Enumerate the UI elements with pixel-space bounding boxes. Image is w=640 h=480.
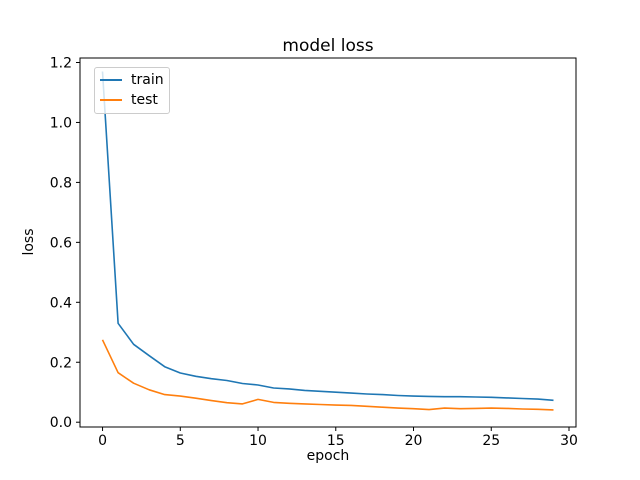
x-tick-label: 20: [405, 433, 423, 449]
y-tick-label: 1.0: [50, 115, 72, 131]
legend-label-train: train: [131, 72, 164, 88]
y-tick-label: 0.4: [50, 295, 72, 311]
x-tick-label: 25: [482, 433, 500, 449]
y-tick-label: 0.6: [50, 235, 72, 251]
legend: train test: [94, 67, 170, 114]
y-axis-label: loss: [21, 228, 37, 256]
x-tick-label: 15: [327, 433, 345, 449]
x-tick-label: 5: [176, 433, 185, 449]
y-tick-label: 0.0: [50, 415, 72, 431]
series-line-train: [101, 71, 554, 402]
x-tick-label: 10: [249, 433, 267, 449]
legend-label-test: test: [131, 92, 158, 108]
chart-title: model loss: [282, 36, 374, 56]
test-line-swatch: [100, 99, 122, 101]
x-tick-label: 0: [98, 433, 107, 449]
legend-entry-test: test: [95, 90, 169, 110]
train-line-swatch: [100, 79, 122, 81]
y-tick-label: 0.8: [50, 175, 72, 191]
y-tick-label: 0.2: [50, 355, 72, 371]
y-tick-label: 1.2: [50, 55, 72, 71]
legend-entry-train: train: [95, 70, 169, 90]
series-line-test: [101, 339, 554, 411]
x-tick-label: 30: [560, 433, 578, 449]
x-axis-label: epoch: [306, 448, 350, 464]
